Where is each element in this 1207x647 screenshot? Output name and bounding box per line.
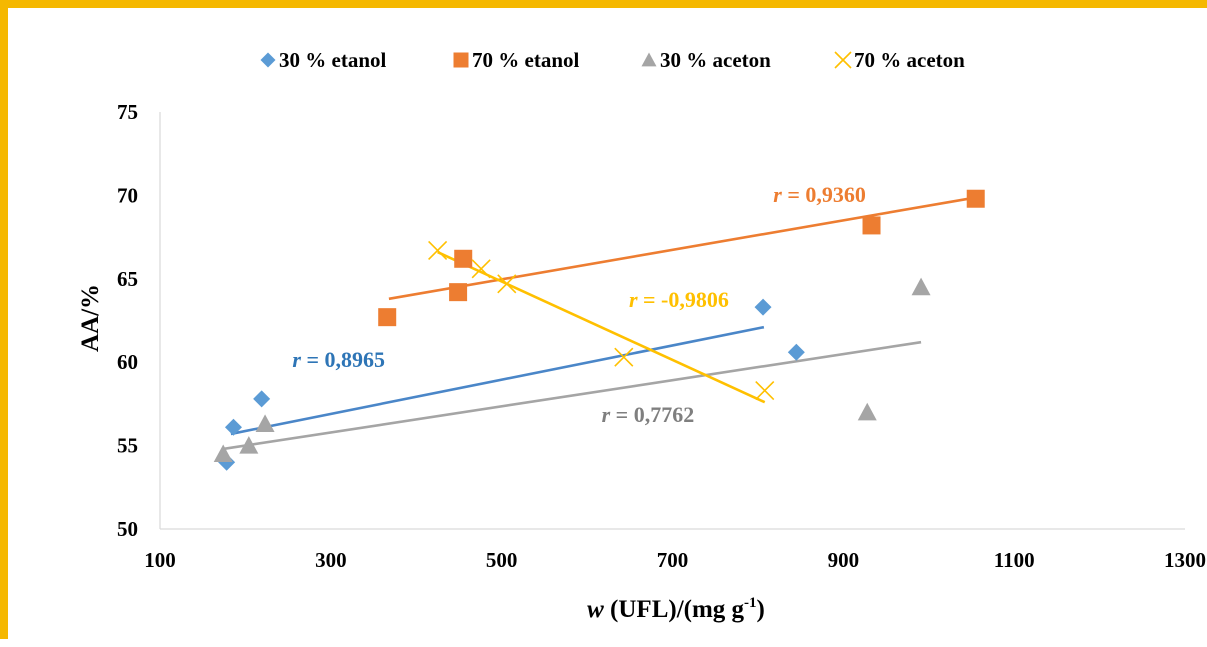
trendline xyxy=(223,340,922,451)
x-axis-label-italic: w xyxy=(587,596,604,623)
correlation-label: r = 0,7762 xyxy=(602,402,695,427)
trendlines xyxy=(223,195,979,451)
y-axis-label: AA/% xyxy=(77,284,104,352)
correlation-label-r: r xyxy=(292,347,301,372)
data-point xyxy=(497,274,517,294)
data-point xyxy=(966,189,985,208)
x-tick-label: 1100 xyxy=(994,548,1035,572)
data-point xyxy=(253,390,271,408)
x-tick-label: 1300 xyxy=(1164,548,1206,572)
scatter-chart: 50 55 60 65 70 75 100 300 500 700 900 1100 1300 r = … xyxy=(77,48,1206,623)
data-point xyxy=(862,216,881,235)
correlation-label-value: = -0,9806 xyxy=(638,287,729,312)
chart-axes: 50 55 60 65 70 75 100 300 500 700 900 1100 1300 xyxy=(117,100,1206,572)
data-point xyxy=(755,380,775,401)
legend-marker xyxy=(641,52,657,67)
correlation-label: r = 0,9360 xyxy=(773,182,866,207)
data-point xyxy=(449,283,468,302)
legend-marker xyxy=(834,51,852,69)
x-axis-label-end: ) xyxy=(757,596,765,623)
correlation-label: r = -0,9806 xyxy=(629,287,729,312)
data-points xyxy=(213,189,985,471)
legend-label: 70 % aceton xyxy=(854,48,965,72)
y-tick-label: 65 xyxy=(117,267,138,291)
x-tick-label: 500 xyxy=(486,548,518,572)
legend-marker xyxy=(453,52,469,68)
trendline xyxy=(388,195,979,301)
x-tick-label: 300 xyxy=(315,548,347,572)
correlation-label: r = 0,8965 xyxy=(292,347,385,372)
y-tick-label: 60 xyxy=(117,350,138,374)
data-point xyxy=(614,347,634,367)
data-point xyxy=(239,436,259,454)
data-point xyxy=(911,277,931,296)
data-point xyxy=(255,414,275,432)
correlation-label-value: = 0,8965 xyxy=(301,347,385,372)
data-point xyxy=(428,240,448,261)
y-tick-label: 50 xyxy=(117,517,138,541)
legend-label: 70 % etanol xyxy=(472,48,579,72)
legend-label: 30 % aceton xyxy=(660,48,771,72)
data-point xyxy=(471,259,491,279)
correlation-label-value: = 0,7762 xyxy=(610,402,694,427)
legend-label: 30 % etanol xyxy=(279,48,386,72)
x-tick-label: 900 xyxy=(828,548,860,572)
data-point xyxy=(857,402,877,421)
x-tick-label: 700 xyxy=(657,548,689,572)
x-axis-label-main: (UFL)/(mg g xyxy=(604,596,745,623)
legend: 30 % etanol 70 % etanol 30 % aceton 70 % ac… xyxy=(260,48,965,72)
data-point xyxy=(224,418,242,436)
data-point xyxy=(213,444,233,463)
x-tick-label: 100 xyxy=(144,548,176,572)
trendline xyxy=(230,325,765,436)
x-axis-label: w (UFL)/(mg g-1) xyxy=(587,595,765,623)
data-point xyxy=(754,298,772,316)
data-point xyxy=(787,343,805,361)
y-tick-label: 75 xyxy=(117,100,138,124)
correlation-label-value: = 0,9360 xyxy=(782,182,866,207)
legend-marker xyxy=(260,52,276,68)
y-tick-label: 55 xyxy=(117,434,138,458)
y-tick-label: 70 xyxy=(117,183,138,207)
x-axis-label-sup: -1 xyxy=(744,595,757,611)
data-point xyxy=(378,308,397,327)
correlation-label-r: r xyxy=(629,287,638,312)
data-point xyxy=(454,249,473,268)
correlation-label-r: r xyxy=(602,402,611,427)
trendline xyxy=(437,250,766,404)
correlation-label-r: r xyxy=(773,182,782,207)
